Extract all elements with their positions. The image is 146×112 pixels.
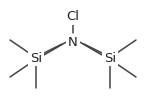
Text: N: N: [68, 36, 78, 48]
Text: Si: Si: [104, 52, 116, 65]
Text: Cl: Cl: [66, 10, 80, 23]
Text: Si: Si: [30, 52, 42, 65]
